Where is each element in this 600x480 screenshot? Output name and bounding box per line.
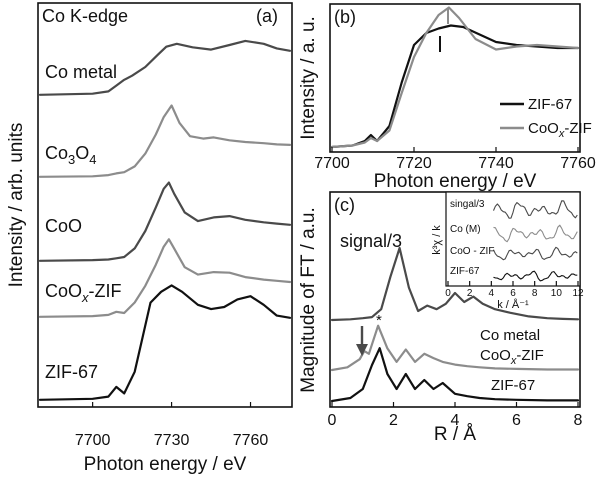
panel-a-x-ticks: 7700 7730 7760 [75,402,269,449]
series-line-coo [38,181,292,262]
panel-b-series [330,6,580,149]
inset-x-tick-label: 0 [445,288,451,299]
series-line-coox-zif [38,238,292,318]
series-line-coox-zif [330,324,580,372]
series-line-zif-67 [330,347,580,403]
panel-b-label: (b) [334,7,356,27]
series-label-co-metal: Co metal [45,62,117,82]
inset-y-axis-label: k³χ / k [431,225,443,255]
series-line-coox-zif [330,6,580,149]
inset-x-tick-label: 10 [551,288,563,299]
legend-label-coox-zif: CoOx-ZIF [528,120,592,140]
panel-c-x-tick-label: 2 [389,412,398,429]
panel-c-x-ticks: 0 2 4 6 8 [328,402,583,429]
panel-a-x-tick-label: 7760 [233,432,269,449]
panel-c-x-axis-label: R / Å [434,424,477,445]
panel-b-x-tick-label: 7720 [396,155,432,172]
series-line-co-metal [330,246,580,322]
inset-line-singal-3 [492,200,578,219]
panel-b-x-axis-label: Photon energy / eV [374,171,537,192]
inset-x-axis-label: k / Å⁻¹ [497,298,529,311]
inset-x-tick-label: 2 [467,288,473,299]
inset-label-singal: singal/3 [450,199,485,210]
legend-label-zif-67: ZIF-67 [528,96,572,113]
inset-label-co-m: Co (M) [450,224,481,235]
panel-a-x-tick-label: 7730 [154,432,190,449]
panel-a: Co K-edge (a) Co metal Co3O4 CoO CoOx-ZI… [6,2,293,475]
panel-c-y-axis-label: Magnitude of FT / a.u. [298,207,319,393]
panel-a-x-axis-label: Photon energy / eV [84,454,247,475]
panel-a-frame [37,2,293,408]
annotation-asterisk: * [376,312,382,329]
panel-b-y-axis-label: Intensity / a. u. [298,16,319,140]
panel-c-x-tick-label: 8 [574,412,583,429]
panel-b-x-tick-label: 7740 [478,155,514,172]
inset-x-tick-label: 8 [532,288,538,299]
panel-c-series [330,246,580,403]
series-label-coox-zif: CoOx-ZIF [45,281,122,305]
series-label-c-zif-67: ZIF-67 [491,377,535,394]
inset-line-zif-67 [493,270,578,282]
panel-b-x-tick-label: 7760 [560,155,596,172]
panel-c-inset: singal/3 Co (M) CoO - ZIF ZIF-67 0 2 4 6 8 10… [431,191,584,311]
panel-c-x-tick-label: 4 [451,412,460,429]
panel-c-label: (c) [334,195,355,215]
series-label-c-co-metal: Co metal [480,327,540,344]
series-line-zif-67 [38,284,292,401]
inset-line-co-m [493,224,578,243]
inset-series [492,200,578,282]
series-line-co-metal [38,39,292,96]
panel-a-series [38,39,292,401]
panel-a-label: (a) [256,6,278,26]
panel-c-x-tick-label: 6 [512,412,521,429]
inset-label-zif-67: ZIF-67 [450,266,480,277]
series-label-co3o4: Co3O4 [45,143,97,167]
panel-b: (b) ZIF-67 CoOx-ZIF 7700 7720 7740 7760 Pho… [298,3,596,192]
series-label-zif-67: ZIF-67 [45,362,98,382]
inset-x-tick-label: 6 [510,288,516,299]
inset-x-tick-label: 4 [489,288,495,299]
inset-frame [445,191,581,287]
inset-line-coo [493,246,578,261]
arrow-down-icon [356,344,368,356]
panel-c: (c) signal/3 * Co metal CoOx-ZIF ZIF-67 … [298,191,584,445]
panel-b-x-tick-label: 7700 [314,155,350,172]
panel-a-y-axis-label: Intensity / arb. units [6,123,27,288]
annotation-signal-3: signal/3 [340,231,402,251]
inset-x-tick-label: 12 [572,288,584,299]
panel-a-x-tick-label: 7700 [75,432,111,449]
panel-b-frame [329,3,581,153]
panel-a-title: Co K-edge [42,6,128,26]
panel-b-x-ticks: 7700 7720 7740 7760 [314,147,596,172]
series-label-c-coox-zif: CoOx-ZIF [480,347,544,367]
series-line-co3o4 [38,104,292,178]
series-label-coo: CoO [45,216,82,236]
inset-label-coo-zif: CoO - ZIF [450,246,494,257]
inset-x-ticks: 0 2 4 6 8 10 12 [445,281,584,299]
panel-c-x-tick-label: 0 [328,412,337,429]
